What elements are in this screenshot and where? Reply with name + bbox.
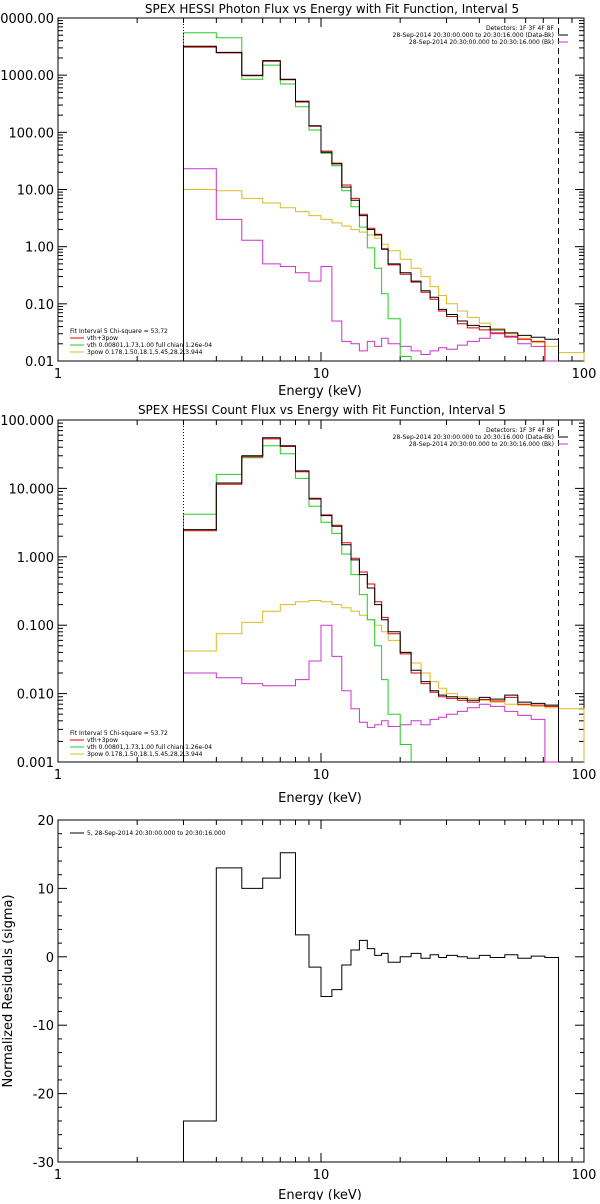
count-flux-series bbox=[183, 437, 585, 763]
count-legend-entry-bk: 28-Sep-2014 20:30:00.000 to 20:30:16.000… bbox=[409, 441, 554, 448]
count-flux-vlines bbox=[182, 420, 560, 762]
residuals-legend-entry: 5, 28-Sep-2014 20:30:00.000 to 20:30:16.… bbox=[87, 830, 226, 837]
x-tick-label: 1 bbox=[54, 367, 62, 382]
photon-flux-plot-frame bbox=[57, 17, 585, 362]
count-legend-entry-data-bk: 28-Sep-2014 20:30:00.000 to 20:30:16.000… bbox=[393, 434, 554, 441]
count-flux-title: SPEX HESSI Count Flux vs Energy with Fit… bbox=[138, 403, 506, 417]
y-tick-label: 1.000 bbox=[17, 551, 54, 566]
count-fit-header: Fit Interval 5 Chi-square = 53.72 bbox=[70, 730, 168, 737]
x-tick-label: 10 bbox=[313, 768, 330, 783]
photon-flux-series-total-fit bbox=[183, 46, 546, 361]
residuals-y-axis-label: Normalized Residuals (sigma) bbox=[1, 894, 16, 1087]
count-fit-entry-vth: vth 0.00801,1.73,1.00 full chian 1.26e-0… bbox=[87, 744, 212, 751]
y-tick-label: 10.000 bbox=[9, 482, 55, 497]
y-tick-label: 0.10 bbox=[25, 298, 54, 313]
photon-flux-ticks bbox=[57, 18, 584, 362]
y-tick-label: 20 bbox=[37, 814, 54, 829]
y-tick-label: 10.00 bbox=[17, 184, 54, 199]
y-tick-label: 100.000 bbox=[0, 414, 54, 429]
count-fit-entry-total: vth+3pow bbox=[87, 737, 118, 744]
photon-flux-series bbox=[183, 32, 585, 362]
residuals-series bbox=[183, 852, 559, 1162]
count-flux-series-total-fit bbox=[183, 438, 559, 762]
residuals-y-tick-labels: -30 -20 -10 0 10 20 bbox=[33, 814, 54, 1171]
count-flux-x-axis-label: Energy (keV) bbox=[278, 791, 362, 806]
count-fit-entry-3pow: 3pow 0.178,1.50,18.1,5.45,28.2,3.944 bbox=[87, 751, 203, 758]
photon-flux-series-background bbox=[183, 168, 559, 362]
y-tick-label: 1.00 bbox=[25, 241, 54, 256]
x-tick-label: 10 bbox=[313, 367, 330, 382]
photon-flux-x-axis-label: Energy (keV) bbox=[278, 384, 362, 399]
count-flux-x-tick-labels: 1 10 100 bbox=[54, 768, 597, 783]
photon-flux-panel: SPEX HESSI Photon Flux vs Energy with Fi… bbox=[0, 2, 596, 399]
y-tick-label: -30 bbox=[33, 1156, 54, 1171]
x-tick-label: 1 bbox=[54, 768, 62, 783]
photon-flux-x-tick-labels: 1 10 100 bbox=[54, 367, 597, 382]
photon-flux-legend-top: Detectors: 1F 3F 4F 8F 28-Sep-2014 20:30… bbox=[393, 25, 568, 46]
photon-legend-header: Detectors: 1F 3F 4F 8F bbox=[486, 25, 555, 32]
residuals-series-residual bbox=[183, 852, 559, 1162]
y-tick-label: -10 bbox=[33, 1019, 54, 1034]
photon-flux-series-data-bk bbox=[183, 45, 559, 361]
count-legend-header: Detectors: 1F 3F 4F 8F bbox=[486, 427, 555, 434]
y-tick-label: 0.01 bbox=[25, 355, 54, 370]
photon-fit-entry-vth: vth 0.00801,1.73,1.00 full chian 1.26e-0… bbox=[87, 342, 212, 349]
y-tick-label: -20 bbox=[33, 1088, 54, 1103]
count-flux-series-background bbox=[183, 624, 559, 763]
count-flux-series-thermal-fit bbox=[183, 445, 412, 762]
count-flux-ticks bbox=[57, 420, 584, 763]
residuals-x-axis-label: Energy (keV) bbox=[278, 1188, 362, 1200]
x-tick-label: 100 bbox=[572, 768, 597, 783]
count-flux-series-power-law-fit bbox=[183, 600, 585, 762]
x-tick-label: 100 bbox=[572, 367, 597, 382]
photon-fit-entry-total: vth+3pow bbox=[87, 335, 118, 342]
photon-legend-entry-bk: 28-Sep-2014 20:30:00.000 to 20:30:16.000… bbox=[409, 39, 554, 46]
photon-flux-y-tick-labels: 0.01 0.10 1.00 10.00 100.00 1000.00 0000.00 bbox=[0, 12, 54, 370]
photon-legend-entry-data-bk: 28-Sep-2014 20:30:00.000 to 20:30:16.000… bbox=[393, 32, 554, 39]
photon-flux-series-thermal-fit bbox=[183, 32, 412, 361]
photon-fit-entry-3pow: 3pow 0.178,1.50,18.1,5.45,28.2,3.944 bbox=[87, 349, 203, 356]
photon-flux-title: SPEX HESSI Photon Flux vs Energy with Fi… bbox=[145, 2, 519, 16]
photon-flux-legend-bottom: Fit Interval 5 Chi-square = 53.72 vth+3p… bbox=[70, 328, 212, 356]
photon-fit-header: Fit Interval 5 Chi-square = 53.72 bbox=[70, 328, 168, 335]
y-tick-label: 1000.00 bbox=[0, 69, 54, 84]
residuals-panel: 1 10 100 -30 -20 -10 0 10 20 Energy (keV) Norma… bbox=[1, 814, 597, 1203]
count-flux-panel: SPEX HESSI Count Flux vs Energy with Fit… bbox=[0, 403, 596, 806]
y-tick-label: 0.100 bbox=[17, 619, 54, 634]
y-tick-label: 0.010 bbox=[17, 688, 54, 703]
count-flux-y-tick-labels: 0.001 0.010 0.100 1.000 10.000 100.000 bbox=[0, 414, 54, 771]
residuals-x-tick-labels: 1 10 100 bbox=[54, 1168, 597, 1183]
x-tick-label: 1 bbox=[54, 1168, 62, 1183]
residuals-legend: 5, 28-Sep-2014 20:30:00.000 to 20:30:16.… bbox=[70, 830, 226, 837]
x-tick-label: 100 bbox=[572, 1168, 597, 1183]
residuals-ticks bbox=[57, 819, 584, 1163]
y-tick-label: 0 bbox=[46, 951, 54, 966]
count-flux-series-data-bk bbox=[183, 437, 559, 762]
x-tick-label: 10 bbox=[313, 1168, 330, 1183]
y-tick-label: 10 bbox=[37, 882, 54, 897]
y-tick-label: 0.001 bbox=[17, 756, 54, 771]
photon-flux-vlines bbox=[182, 18, 560, 361]
count-flux-legend-top: Detectors: 1F 3F 4F 8F 28-Sep-2014 20:30… bbox=[393, 427, 568, 448]
y-tick-label: 100.00 bbox=[9, 126, 55, 141]
y-tick-label: 0000.00 bbox=[0, 12, 54, 27]
count-flux-legend-bottom: Fit Interval 5 Chi-square = 53.72 vth+3p… bbox=[70, 730, 212, 758]
